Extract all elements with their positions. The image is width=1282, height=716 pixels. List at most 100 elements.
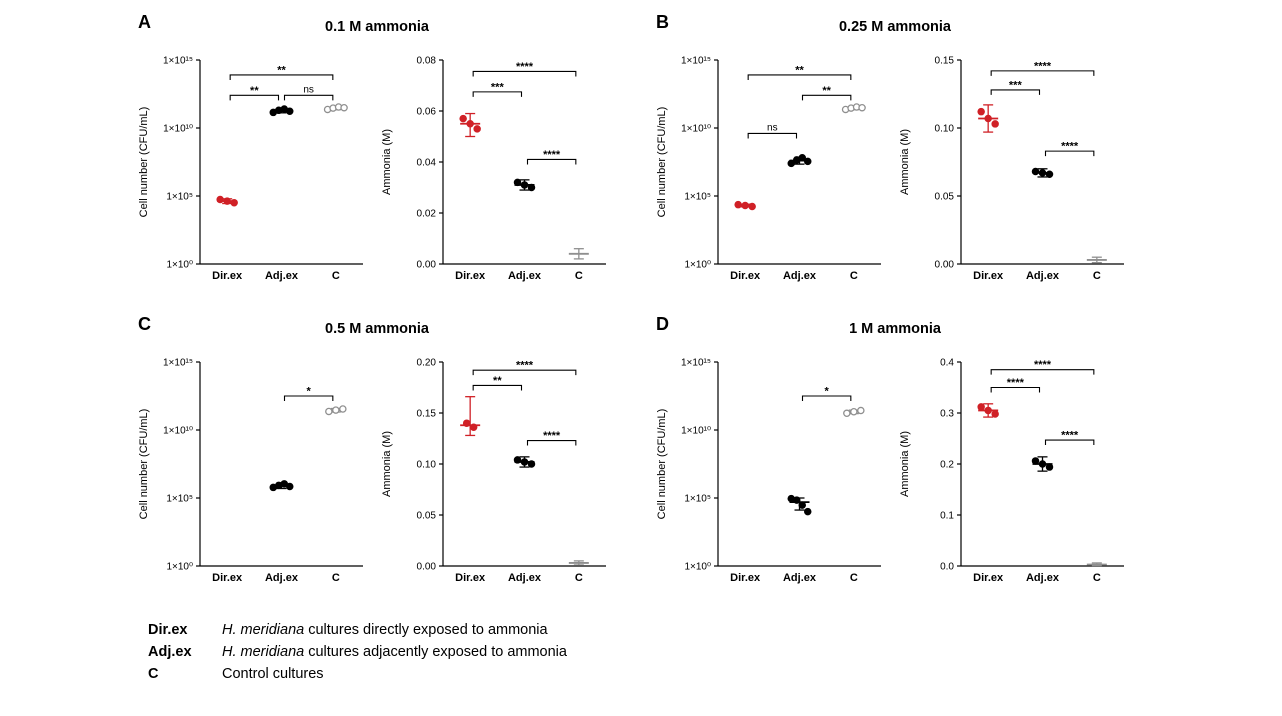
y-tick-label: 1×10¹⁵ xyxy=(681,56,711,67)
ammonia-plot: 0.0 0.1 0.2 0.3 0.4 Ammonia (M) Dir.ex Adj.ex C *… xyxy=(899,358,1124,584)
sig-label: ** xyxy=(822,85,831,97)
sig-bracket xyxy=(801,395,852,401)
sig-label: ** xyxy=(250,85,259,97)
ammonia-plot: 0.00 0.05 0.10 0.15 0.20 Ammonia (M) Dir.ex Adj… xyxy=(381,358,606,584)
y-tick-label: 1×10¹⁰ xyxy=(163,426,193,437)
x-category-label: Dir.ex xyxy=(455,572,486,584)
y-axis-title: Ammonia (M) xyxy=(381,129,393,195)
y-tick-label: 1×10⁵ xyxy=(166,192,193,203)
data-point xyxy=(741,201,749,210)
y-tick-label: 0.05 xyxy=(417,511,437,522)
data-point xyxy=(527,460,536,468)
panel-A: A 0.1 M ammonia 1×10⁰ 1×10⁵ 1×10¹⁰ 1×10¹⁵ Cell… xyxy=(136,12,618,294)
y-tick-label: 1×10⁵ xyxy=(684,192,711,203)
x-category-label: Dir.ex xyxy=(730,270,761,282)
y-tick-label: 1×10¹⁰ xyxy=(681,426,711,437)
sig-label: **** xyxy=(543,430,561,442)
cell-number-plot: 1×10⁰ 1×10⁵ 1×10¹⁰ 1×10¹⁵ Cell number (CFU/m… xyxy=(138,358,363,584)
data-point xyxy=(462,419,471,427)
data-point xyxy=(325,407,333,416)
panel-grid: A 0.1 M ammonia 1×10⁰ 1×10⁵ 1×10¹⁰ 1×10¹⁵ Cell… xyxy=(136,12,1146,596)
data-point xyxy=(513,178,522,187)
panel-title: 1 M ammonia xyxy=(849,321,941,337)
x-category-label: C xyxy=(1093,270,1101,282)
data-point xyxy=(216,195,224,204)
x-category-label: Adj.ex xyxy=(265,270,299,282)
y-tick-label: 0.0 xyxy=(940,562,954,573)
data-point xyxy=(340,103,348,112)
panel-letter: B xyxy=(656,12,669,32)
y-tick-label: 0.15 xyxy=(935,56,955,67)
data-point xyxy=(843,409,851,418)
data-point xyxy=(858,103,866,112)
x-category-label: Dir.ex xyxy=(730,572,761,584)
x-category-label: Adj.ex xyxy=(783,572,817,584)
x-category-label: Dir.ex xyxy=(455,270,486,282)
y-tick-label: 0.3 xyxy=(940,409,954,420)
y-tick-label: 0.02 xyxy=(417,209,437,220)
legend-row-control: C Control cultures xyxy=(148,664,1146,686)
x-category-label: Adj.ex xyxy=(783,270,817,282)
panel-plots: 1×10⁰ 1×10⁵ 1×10¹⁰ 1×10¹⁵ Cell number (CFU/m… xyxy=(654,44,1136,294)
y-tick-label: 0.05 xyxy=(935,192,955,203)
data-point xyxy=(792,496,801,504)
sig-label: **** xyxy=(1034,60,1052,72)
species-name: H. meridiana xyxy=(222,622,305,638)
legend-term: Adj.ex xyxy=(148,643,192,660)
y-tick-label: 1×10⁰ xyxy=(166,260,193,271)
sig-label: ns xyxy=(303,84,314,95)
sig-bracket xyxy=(747,74,852,80)
data-point xyxy=(520,181,529,189)
data-point xyxy=(984,406,992,415)
cell-number-plot: 1×10⁰ 1×10⁵ 1×10¹⁰ 1×10¹⁵ Cell number (CFU/m… xyxy=(656,358,881,584)
data-point xyxy=(798,501,806,509)
x-category-label: Adj.ex xyxy=(508,572,542,584)
data-point xyxy=(977,403,985,411)
y-axis-title: Ammonia (M) xyxy=(899,431,911,497)
x-category-label: C xyxy=(850,270,858,282)
data-point xyxy=(1031,457,1040,465)
panel-letter: C xyxy=(138,314,151,334)
y-tick-label: 1×10¹⁵ xyxy=(163,358,193,369)
y-axis-title: Cell number (CFU/mL) xyxy=(656,409,668,520)
data-point xyxy=(520,458,529,466)
panel-D: D 1 M ammonia 1×10⁰ 1×10⁵ 1×10¹⁰ 1×10¹⁵ Cell n… xyxy=(654,314,1136,596)
ammonia-plot: 0.00 0.05 0.10 0.15 Ammonia (M) Dir.ex Adj.ex C… xyxy=(899,56,1124,282)
sig-bracket xyxy=(472,91,523,97)
ammonia-plot: 0.00 0.02 0.04 0.06 0.08 Ammonia (M) Dir.ex Adj… xyxy=(381,56,606,282)
data-point xyxy=(1045,170,1054,178)
sig-label: **** xyxy=(516,360,534,372)
sig-bracket xyxy=(747,132,798,139)
x-category-label: Dir.ex xyxy=(973,572,1004,584)
x-category-label: C xyxy=(332,270,340,282)
y-axis-title: Ammonia (M) xyxy=(381,431,393,497)
sig-bracket xyxy=(990,386,1041,393)
sig-bracket xyxy=(801,94,852,101)
y-tick-label: 1×10¹⁵ xyxy=(681,358,711,369)
data-point xyxy=(798,153,806,162)
x-category-label: Adj.ex xyxy=(1026,270,1060,282)
y-tick-label: 0.06 xyxy=(417,107,437,118)
x-category-label: C xyxy=(1093,572,1101,584)
x-category-label: Adj.ex xyxy=(1026,572,1060,584)
data-point xyxy=(466,120,474,128)
x-category-label: Dir.ex xyxy=(212,270,243,282)
y-tick-label: 0.10 xyxy=(935,124,955,135)
y-tick-label: 0.08 xyxy=(417,56,437,67)
sig-label: ** xyxy=(277,64,286,76)
y-tick-label: 0.15 xyxy=(417,409,437,420)
x-category-label: C xyxy=(575,572,583,584)
y-tick-label: 0.1 xyxy=(940,511,954,522)
x-category-label: C xyxy=(850,572,858,584)
figure-legend: Dir.ex H. meridiana cultures directly ex… xyxy=(148,620,1146,685)
data-point xyxy=(1038,169,1047,177)
data-point xyxy=(787,159,795,168)
x-category-label: Adj.ex xyxy=(265,572,299,584)
data-point xyxy=(339,405,347,413)
y-tick-label: 0.00 xyxy=(417,562,437,573)
legend-text: cultures adjacently exposed to ammonia xyxy=(304,643,567,660)
y-tick-label: 1×10⁰ xyxy=(684,562,711,573)
y-tick-label: 0.00 xyxy=(935,260,955,271)
data-point xyxy=(513,456,522,464)
y-tick-label: 0.20 xyxy=(417,358,437,369)
